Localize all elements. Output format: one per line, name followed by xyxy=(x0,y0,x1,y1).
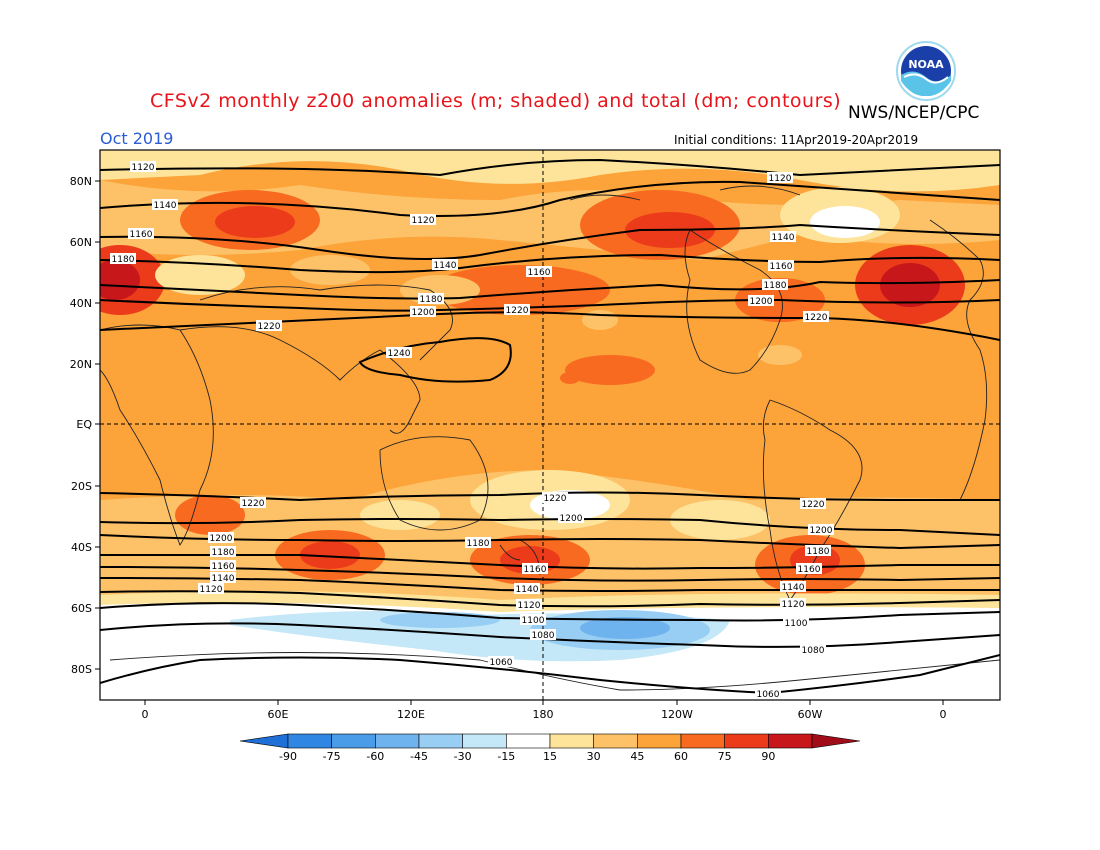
svg-text:1140: 1140 xyxy=(434,261,457,271)
colorbar-swatch xyxy=(680,733,725,749)
svg-text:1200: 1200 xyxy=(210,534,233,544)
lat-tick-label: 80N xyxy=(70,175,92,188)
latitude-axis: 80N 60N 40N 20N EQ 20S 40S 60S 80S xyxy=(70,175,100,676)
logo-text: NOAA xyxy=(908,58,944,71)
lon-tick-label: 120W xyxy=(661,708,693,721)
colorbar-swatch xyxy=(462,733,507,749)
svg-text:1180: 1180 xyxy=(807,547,830,557)
svg-text:1140: 1140 xyxy=(212,574,235,584)
lat-tick-label: EQ xyxy=(76,418,92,431)
svg-text:1180: 1180 xyxy=(467,539,490,549)
svg-text:1180: 1180 xyxy=(764,281,787,291)
colorbar-label: -75 xyxy=(323,750,341,763)
svg-text:1160: 1160 xyxy=(770,262,793,272)
svg-text:1160: 1160 xyxy=(798,565,821,575)
colorbar-arrow-high xyxy=(811,733,861,749)
svg-text:1100: 1100 xyxy=(785,619,808,629)
svg-text:1240: 1240 xyxy=(388,349,411,359)
colorbar-arrow-low xyxy=(239,733,289,749)
colorbar-swatch xyxy=(418,733,463,749)
longitude-axis: 0 60E 120E 180 120W 60W 0 xyxy=(142,700,947,721)
svg-text:1140: 1140 xyxy=(772,233,795,243)
colorbar-label: 90 xyxy=(761,750,775,763)
colorbar-swatch xyxy=(331,733,376,749)
colorbar-swatch xyxy=(287,733,332,749)
svg-text:1120: 1120 xyxy=(132,163,155,173)
lat-tick-label: 40N xyxy=(70,297,92,310)
svg-text:1220: 1220 xyxy=(802,500,825,510)
svg-text:1120: 1120 xyxy=(769,174,792,184)
lon-tick-label: 60W xyxy=(798,708,823,721)
svg-text:1120: 1120 xyxy=(200,585,223,595)
svg-text:1140: 1140 xyxy=(516,585,539,595)
svg-text:1140: 1140 xyxy=(782,583,805,593)
noaa-logo-icon: NOAA xyxy=(896,41,956,101)
colorbar-label: -90 xyxy=(279,750,297,763)
svg-text:1120: 1120 xyxy=(782,600,805,610)
chart-title: CFSv2 monthly z200 anomalies (m; shaded)… xyxy=(150,90,842,112)
svg-text:1140: 1140 xyxy=(154,201,177,211)
svg-text:1180: 1180 xyxy=(112,255,135,265)
contour-label-north: 1120 1140 1160 1180 1120 1140 1180 1200 … xyxy=(110,161,829,359)
svg-text:1220: 1220 xyxy=(242,499,265,509)
contour-labels: 1120 1140 1160 1180 1120 1140 1180 1200 … xyxy=(110,161,834,700)
svg-text:1220: 1220 xyxy=(506,306,529,316)
colorbar-swatch xyxy=(375,733,420,749)
svg-text:1220: 1220 xyxy=(805,313,828,323)
forecast-month: Oct 2019 xyxy=(100,129,174,148)
colorbar-label: -15 xyxy=(497,750,515,763)
lat-tick-label: 20N xyxy=(70,358,92,371)
svg-text:1180: 1180 xyxy=(212,548,235,558)
colorbar-swatch xyxy=(549,733,594,749)
map-frame xyxy=(99,149,1001,701)
svg-text:1220: 1220 xyxy=(544,494,567,504)
svg-text:1060: 1060 xyxy=(490,658,513,668)
height-contours xyxy=(100,158,1000,695)
colorbar-label: -45 xyxy=(410,750,428,763)
lat-tick-label: 60N xyxy=(70,236,92,249)
colorbar-label: -30 xyxy=(454,750,472,763)
initial-conditions: Initial conditions: 11Apr2019-20Apr2019 xyxy=(674,133,919,147)
lon-tick-label: 0 xyxy=(142,708,149,721)
colorbar-swatch xyxy=(768,733,813,749)
contour-label-south: 1220 1200 1180 1160 1140 1120 1180 1220 … xyxy=(198,492,834,700)
colorbar-swatch xyxy=(593,733,638,749)
colorbar-label: 30 xyxy=(587,750,601,763)
svg-text:1200: 1200 xyxy=(560,514,583,524)
colorbar-label: 75 xyxy=(718,750,732,763)
colorbar: -90 -75 -60 -45 -30 -15 15 30 45 60 75 90 xyxy=(239,733,861,763)
svg-text:1100: 1100 xyxy=(522,616,545,626)
svg-text:1200: 1200 xyxy=(412,308,435,318)
svg-text:1160: 1160 xyxy=(130,230,153,240)
lon-tick-label: 180 xyxy=(533,708,554,721)
lat-tick-label: 20S xyxy=(71,480,92,493)
lon-tick-label: 120E xyxy=(397,708,425,721)
lon-tick-label: 60E xyxy=(268,708,289,721)
colorbar-swatch xyxy=(637,733,682,749)
lat-tick-label: 60S xyxy=(71,602,92,615)
svg-text:1160: 1160 xyxy=(528,268,551,278)
svg-text:1200: 1200 xyxy=(810,526,833,536)
colorbar-swatch xyxy=(506,733,551,749)
svg-text:1060: 1060 xyxy=(757,690,780,700)
lon-tick-label: 0 xyxy=(940,708,947,721)
svg-text:1220: 1220 xyxy=(258,322,281,332)
svg-text:1080: 1080 xyxy=(802,646,825,656)
lat-tick-label: 80S xyxy=(71,663,92,676)
svg-text:1080: 1080 xyxy=(532,631,555,641)
svg-text:1160: 1160 xyxy=(212,562,235,572)
svg-text:1120: 1120 xyxy=(518,601,541,611)
svg-text:1160: 1160 xyxy=(524,565,547,575)
colorbar-label: 60 xyxy=(674,750,688,763)
svg-text:1200: 1200 xyxy=(750,297,773,307)
colorbar-label: 45 xyxy=(630,750,644,763)
svg-text:1120: 1120 xyxy=(412,216,435,226)
colorbar-label: 15 xyxy=(543,750,557,763)
lat-tick-label: 40S xyxy=(71,541,92,554)
svg-text:1180: 1180 xyxy=(420,295,443,305)
colorbar-swatch xyxy=(724,733,769,749)
colorbar-label: -60 xyxy=(366,750,384,763)
agency-label: NWS/NCEP/CPC xyxy=(848,103,980,123)
